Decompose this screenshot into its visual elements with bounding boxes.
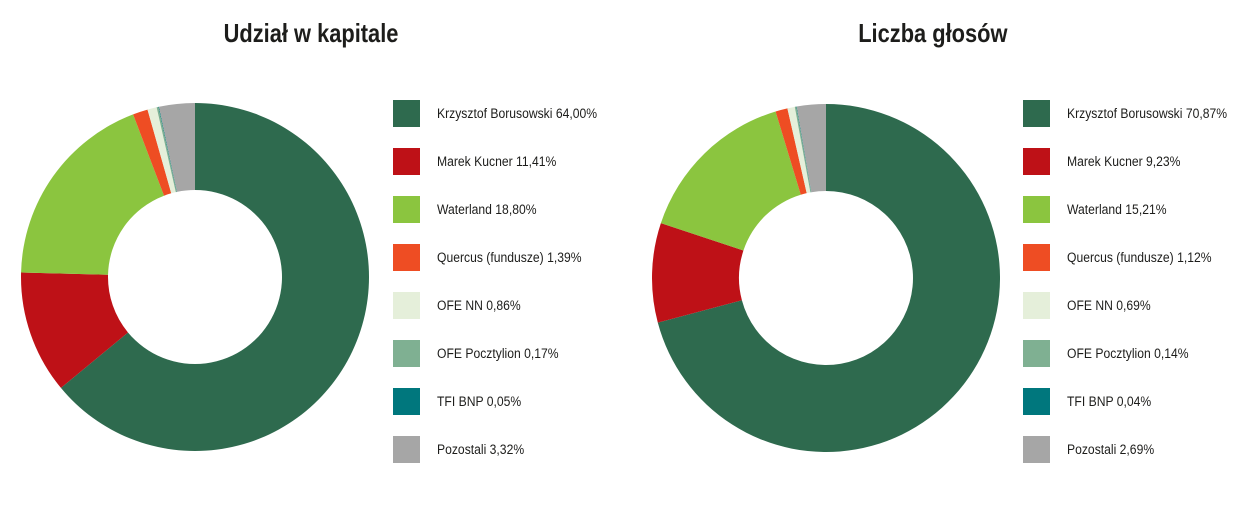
legend-swatch-quercus-fundusze — [393, 244, 420, 271]
legend-label: TFI BNP 0,05% — [437, 394, 522, 409]
legend-item-tfi-bnp: TFI BNP 0,05% — [393, 388, 615, 415]
legend-swatch-quercus-fundusze — [1023, 244, 1050, 271]
legend-label: Pozostali 3,32% — [437, 442, 525, 457]
votes-chart-block: Liczba głosów Krzysztof Borusowski 70,87… — [622, 0, 1244, 505]
legend-swatch-waterland — [1023, 196, 1050, 223]
legend-label: Quercus (fundusze) 1,12% — [1067, 250, 1212, 265]
donut-slice-tfi-bnp — [158, 106, 177, 192]
legend-swatch-ofe-nn — [393, 292, 420, 319]
legend-label: Marek Kucner 11,41% — [437, 154, 557, 169]
donut-slice-ofe-pocztylion — [156, 106, 177, 193]
capital-share-donut — [21, 103, 369, 451]
chart-title-capital: Udział w kapitale — [0, 18, 622, 49]
legend-item-marek-kucner: Marek Kucner 9,23% — [1023, 148, 1244, 175]
legend-swatch-pozostali — [1023, 436, 1050, 463]
legend-item-quercus-fundusze: Quercus (fundusze) 1,12% — [1023, 244, 1244, 271]
legend-swatch-waterland — [393, 196, 420, 223]
legend-item-quercus-fundusze: Quercus (fundusze) 1,39% — [393, 244, 615, 271]
donut-slice-krzysztof-borusowski — [657, 104, 1000, 452]
legend-swatch-marek-kucner — [1023, 148, 1050, 175]
votes-donut — [652, 104, 1000, 452]
legend-swatch-tfi-bnp — [393, 388, 420, 415]
legend-item-krzysztof-borusowski: Krzysztof Borusowski 70,87% — [1023, 100, 1244, 127]
capital-share-chart-block: Udział w kapitale Krzysztof Borusowski 6… — [0, 18, 622, 484]
legend-label: Waterland 15,21% — [1067, 202, 1167, 217]
legend-label: Waterland 18,80% — [437, 202, 537, 217]
capital-share-legend: Krzysztof Borusowski 64,00% Marek Kucner … — [393, 100, 615, 484]
legend-item-ofe-nn: OFE NN 0,69% — [1023, 292, 1244, 319]
legend-label: OFE NN 0,69% — [1067, 298, 1151, 313]
legend-label: OFE NN 0,86% — [437, 298, 521, 313]
donut-slice-waterland — [21, 114, 165, 275]
legend-swatch-marek-kucner — [393, 148, 420, 175]
donut-slice-pozostali — [796, 104, 826, 193]
legend-item-krzysztof-borusowski: Krzysztof Borusowski 64,00% — [393, 100, 615, 127]
legend-item-ofe-pocztylion: OFE Pocztylion 0,14% — [1023, 340, 1244, 367]
donut-slice-quercus-fundusze — [133, 109, 172, 196]
legend-swatch-krzysztof-borusowski — [1023, 100, 1050, 127]
legend-label: OFE Pocztylion 0,17% — [437, 346, 559, 361]
donut-slice-tfi-bnp — [796, 106, 812, 193]
legend-label: Krzysztof Borusowski 70,87% — [1067, 106, 1228, 121]
legend-item-pozostali: Pozostali 2,69% — [1023, 436, 1244, 463]
donut-slice-krzysztof-borusowski — [60, 103, 369, 451]
legend-item-ofe-nn: OFE NN 0,86% — [393, 292, 615, 319]
chart-title-capital-text: Udział w kapitale — [223, 18, 399, 48]
legend-item-waterland: Waterland 18,80% — [393, 196, 615, 223]
legend-swatch-pozostali — [393, 436, 420, 463]
legend-item-tfi-bnp: TFI BNP 0,04% — [1023, 388, 1244, 415]
legend-item-pozostali: Pozostali 3,32% — [393, 436, 615, 463]
legend-swatch-ofe-pocztylion — [1023, 340, 1050, 367]
chart-title-votes-text: Liczba głosów — [858, 18, 1008, 48]
legend-label: Marek Kucner 9,23% — [1067, 154, 1181, 169]
chart-title-votes: Liczba głosów — [622, 18, 1244, 49]
legend-item-marek-kucner: Marek Kucner 11,41% — [393, 148, 615, 175]
donut-slice-pozostali — [158, 103, 195, 192]
legend-swatch-ofe-pocztylion — [393, 340, 420, 367]
donut-slice-ofe-pocztylion — [794, 106, 812, 193]
donut-slice-ofe-nn — [787, 106, 811, 194]
donut-slice-ofe-nn — [147, 107, 176, 194]
legend-swatch-ofe-nn — [1023, 292, 1050, 319]
votes-legend: Krzysztof Borusowski 70,87% Marek Kucner … — [1023, 100, 1244, 484]
donut-slice-marek-kucner — [652, 223, 744, 323]
legend-label: Pozostali 2,69% — [1067, 442, 1155, 457]
donut-slice-marek-kucner — [21, 272, 128, 388]
donut-slice-waterland — [660, 111, 801, 251]
legend-label: TFI BNP 0,04% — [1067, 394, 1152, 409]
legend-label: Krzysztof Borusowski 64,00% — [437, 106, 598, 121]
legend-swatch-tfi-bnp — [1023, 388, 1050, 415]
legend-swatch-krzysztof-borusowski — [393, 100, 420, 127]
legend-item-waterland: Waterland 15,21% — [1023, 196, 1244, 223]
legend-item-ofe-pocztylion: OFE Pocztylion 0,17% — [393, 340, 615, 367]
legend-label: OFE Pocztylion 0,14% — [1067, 346, 1189, 361]
donut-slice-quercus-fundusze — [775, 108, 807, 195]
legend-label: Quercus (fundusze) 1,39% — [437, 250, 582, 265]
